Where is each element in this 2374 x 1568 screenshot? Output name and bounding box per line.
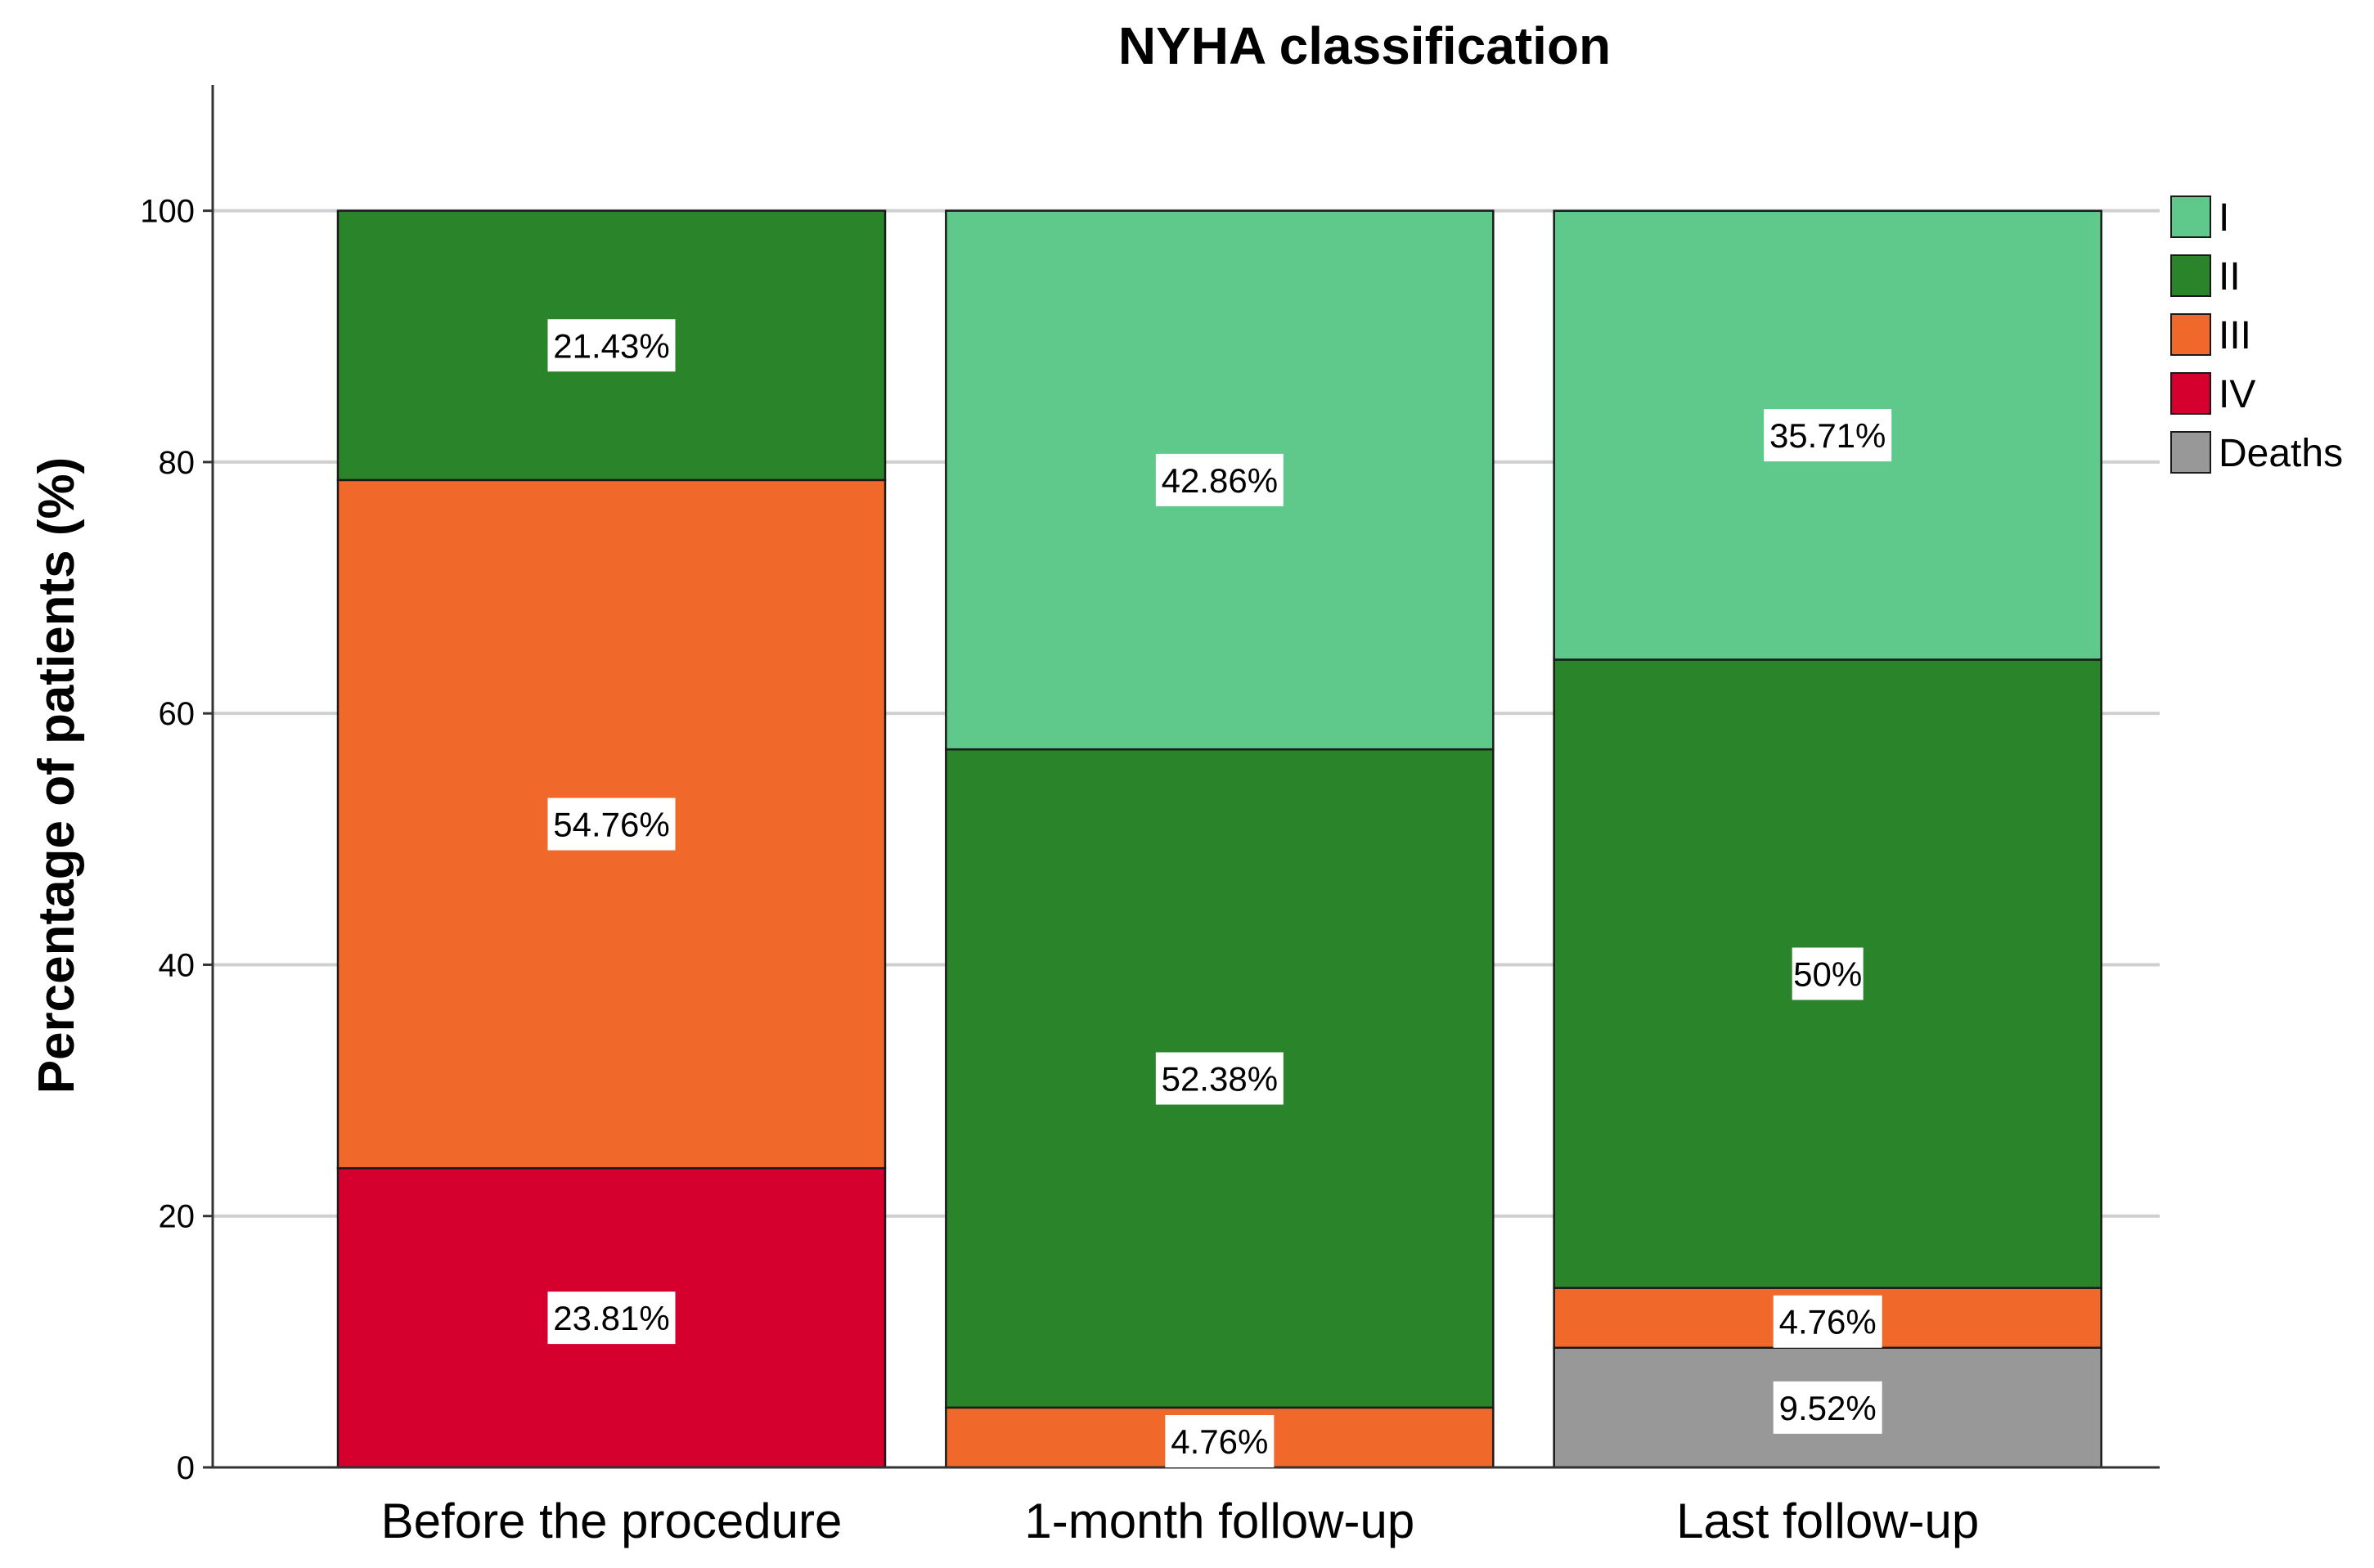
- data-label-1-month-follow-up-iii: 4.76%: [1165, 1415, 1275, 1467]
- y-tick-label-60: 60: [159, 696, 196, 732]
- data-label-before-the-procedure-iii: 54.76%: [547, 797, 676, 851]
- legend-item-iii: III: [2170, 313, 2251, 357]
- data-label-bg: [1165, 1415, 1275, 1467]
- legend-label: I: [2219, 196, 2229, 240]
- data-label-1-month-follow-up-ii: 52.38%: [1155, 1052, 1284, 1105]
- y-tick-label-100: 100: [140, 194, 195, 230]
- data-label-bg: [1773, 1381, 1882, 1434]
- data-label-bg: [547, 797, 676, 851]
- data-label-text: 23.81%: [553, 1299, 669, 1337]
- data-label-bg: [1155, 1052, 1284, 1105]
- bars: [336, 209, 2102, 1469]
- chart-title: NYHA classification: [1118, 16, 1611, 75]
- y-tick-label-20: 20: [159, 1199, 196, 1235]
- legend-swatch: [2170, 431, 2211, 474]
- legend-item-iv: IV: [2170, 372, 2255, 416]
- data-label-bg: [1792, 947, 1864, 1000]
- data-label-1-month-follow-up-i: 42.86%: [1155, 453, 1284, 506]
- data-label-text: 42.86%: [1162, 461, 1278, 500]
- x-category-label-before-the-procedure: Before the procedure: [381, 1494, 843, 1548]
- data-label-last-follow-up-iii: 4.76%: [1773, 1295, 1882, 1348]
- data-label-last-follow-up-ii: 50%: [1792, 947, 1864, 1000]
- legend-swatch: [2170, 313, 2211, 356]
- x-category-label-last-follow-up: Last follow-up: [1676, 1494, 1979, 1548]
- data-label-text: 4.76%: [1171, 1422, 1268, 1461]
- data-label-text: 52.38%: [1162, 1059, 1278, 1098]
- y-tick-label-80: 80: [159, 445, 196, 481]
- legend-swatch: [2170, 254, 2211, 297]
- legend-item-i: I: [2170, 195, 2229, 240]
- x-category-labels: Before the procedure 1-month follow-up Las…: [381, 1494, 1980, 1548]
- legend-label: IV: [2219, 373, 2255, 416]
- x-category-label-1-month-follow-up: 1-month follow-up: [1024, 1494, 1414, 1548]
- legend-item-deaths: Deaths: [2170, 431, 2343, 475]
- data-label-text: 9.52%: [1779, 1389, 1877, 1427]
- data-label-bg: [1764, 409, 1892, 462]
- legend-label: II: [2219, 255, 2241, 299]
- data-label-text: 4.76%: [1779, 1303, 1877, 1341]
- data-label-before-the-procedure-ii: 21.43%: [547, 319, 676, 372]
- data-label-last-follow-up-deaths: 9.52%: [1773, 1381, 1882, 1434]
- y-axis-label: Percentage of patients (%): [29, 457, 85, 1094]
- data-label-bg: [547, 319, 676, 372]
- legend-label: III: [2219, 314, 2251, 357]
- data-label-last-follow-up-i: 35.71%: [1764, 409, 1892, 462]
- data-label-text: 35.71%: [1769, 416, 1886, 455]
- data-label-text: 54.76%: [553, 806, 669, 844]
- data-label-bg: [1155, 453, 1284, 506]
- y-tick-label-40: 40: [159, 947, 196, 983]
- legend-item-ii: II: [2170, 254, 2241, 299]
- legend-label: Deaths: [2219, 432, 2343, 475]
- data-label-text: 50%: [1793, 955, 1862, 994]
- data-label-bg: [1773, 1295, 1882, 1348]
- y-tick-label-0: 0: [177, 1450, 195, 1486]
- data-label-text: 21.43%: [553, 326, 669, 365]
- legend-swatch: [2170, 195, 2211, 238]
- y-ticks: 0 20 40 60 80 100: [140, 194, 213, 1486]
- data-label-before-the-procedure-iv: 23.81%: [547, 1292, 676, 1345]
- legend-swatch: [2170, 372, 2211, 415]
- data-labels: 23.81% 54.76% 21.43% 4.76% 52.38% 42.86% 9.52%…: [547, 319, 1892, 1467]
- data-label-bg: [547, 1292, 676, 1345]
